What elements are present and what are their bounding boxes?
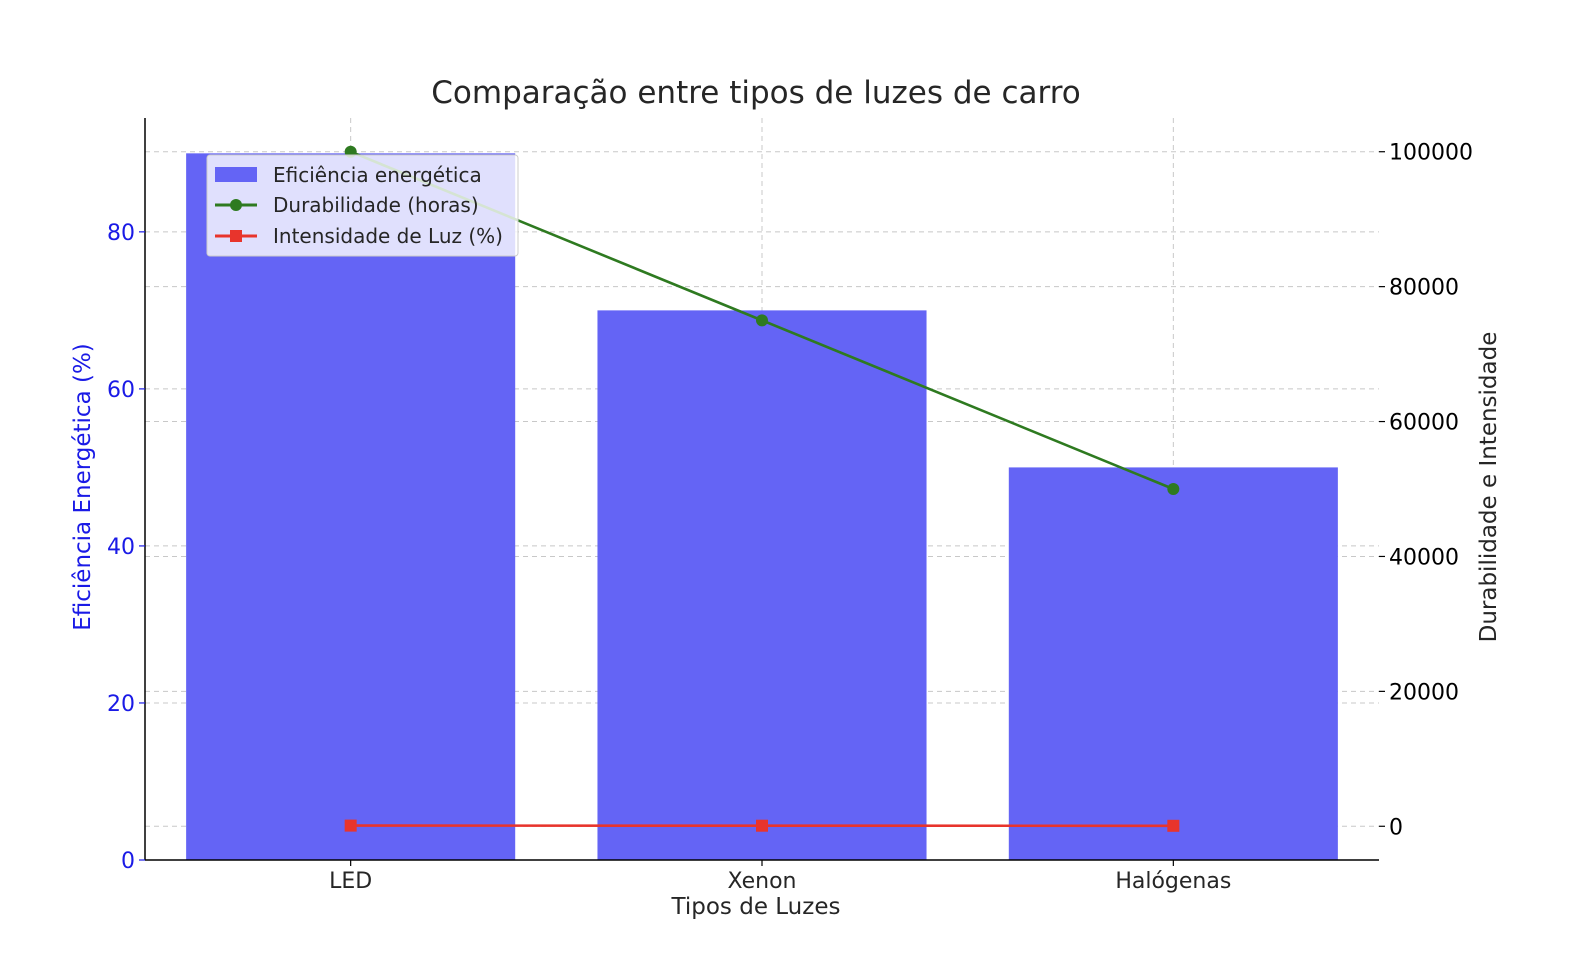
legend-label-durability: Durabilidade (horas) — [273, 193, 479, 217]
bar-led — [186, 153, 516, 861]
point-intensidade-xenon — [756, 819, 768, 832]
point-durabilidade-xenon — [756, 314, 768, 327]
y-right-tick-label: 0 — [1389, 815, 1403, 840]
point-durabilidade-halógenas — [1167, 483, 1180, 495]
legend-label-efficiency: Eficiência energética — [273, 163, 482, 187]
legend: Eficiência energética Durabilidade (hora… — [206, 154, 519, 257]
y-right-tick-label: 20000 — [1389, 680, 1459, 705]
y-right-tick-label: 100000 — [1389, 141, 1473, 166]
x-tick-label: Halógenas — [1115, 869, 1231, 894]
bars — [186, 153, 1338, 861]
legend-marker-durability — [230, 199, 242, 211]
y-right-tick-label: 80000 — [1389, 276, 1459, 301]
point-intensidade-halógenas — [1167, 819, 1180, 832]
chart-title: Comparação entre tipos de luzes de carro — [431, 75, 1080, 111]
y-left-tick-label: 60 — [107, 378, 135, 403]
axes: 0 20 40 60 80 0 20000 40000 60000 80000 100000 LED X… — [107, 118, 1473, 894]
y-axis-left-label: Eficiência Energética (%) — [70, 343, 96, 631]
legend-label-intensity: Intensidade de Luz (%) — [273, 224, 503, 248]
y-right-tick-label: 40000 — [1389, 545, 1459, 570]
legend-marker-intensity — [230, 230, 242, 242]
x-tick-label: LED — [329, 869, 372, 894]
y-left-tick-label: 0 — [121, 849, 135, 874]
y-axis-right-label: Durabilidade e Intensidade — [1476, 332, 1502, 643]
y-left-tick-label: 40 — [107, 535, 135, 560]
legend-box — [206, 154, 519, 257]
bar-halógenas — [1008, 467, 1338, 860]
legend-swatch-efficiency — [215, 167, 257, 182]
x-tick-label: Xenon — [728, 869, 797, 894]
y-left-tick-label: 80 — [107, 221, 135, 246]
bar-xenon — [597, 310, 927, 860]
y-right-tick-label: 60000 — [1389, 411, 1459, 436]
y-left-tick-label: 20 — [107, 692, 135, 717]
x-axis-label: Tipos de Luzes — [671, 894, 841, 920]
point-intensidade-led — [344, 819, 357, 832]
